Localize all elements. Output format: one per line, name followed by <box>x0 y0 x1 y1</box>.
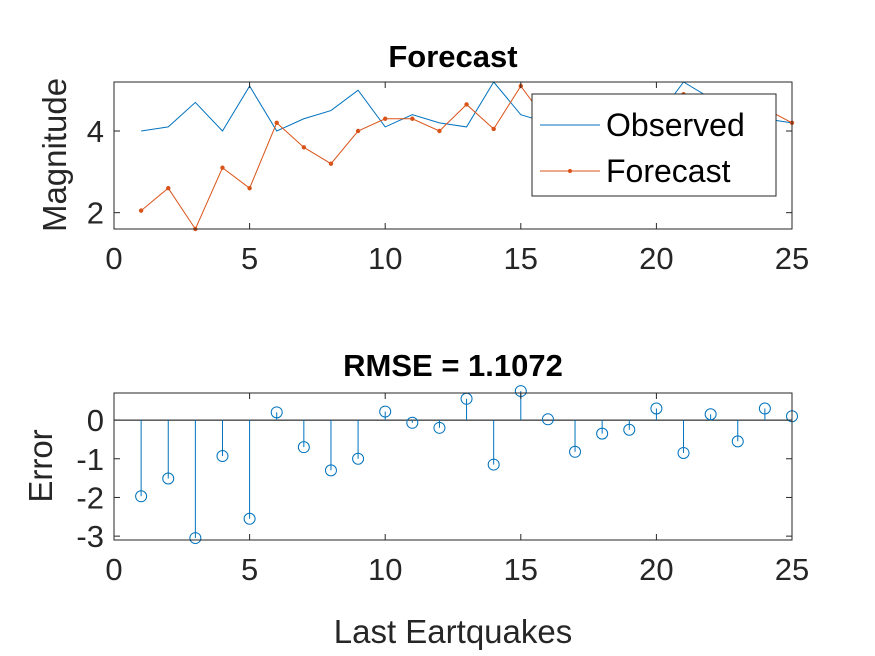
y-tick-label: -3 <box>76 519 104 554</box>
forecast-point <box>383 116 388 121</box>
forecast-point <box>166 185 171 191</box>
magnitude-axis-label: Magnitude <box>36 78 73 232</box>
error-marker <box>650 402 663 415</box>
x-tick-label: 10 <box>368 552 402 587</box>
error-marker <box>162 472 175 485</box>
x-tick-label: 5 <box>241 552 258 587</box>
error-marker <box>379 405 392 418</box>
error-plot-area <box>114 385 798 545</box>
error-marker <box>487 458 500 471</box>
y-tick-label: 2 <box>87 196 104 231</box>
rmse-title: RMSE = 1.1072 <box>343 348 563 383</box>
error-marker <box>541 413 554 426</box>
forecast-axes-box <box>113 81 793 230</box>
forecast-point <box>220 165 225 170</box>
forecast-point <box>328 161 334 166</box>
error-subplot: RMSE = 1.1072 Error Last Eartquakes 0 5 10… <box>22 348 809 650</box>
forecast-point <box>464 102 469 107</box>
error-marker <box>406 416 419 429</box>
legend-box <box>531 93 777 197</box>
error-marker <box>243 512 256 525</box>
error-marker <box>677 446 690 459</box>
error-marker <box>216 450 229 463</box>
y-tick-label: 4 <box>87 114 104 149</box>
error-marker <box>270 406 283 419</box>
x-tick-label: 20 <box>639 552 673 587</box>
error-axis-label: Error <box>22 429 59 502</box>
legend-observed-label: Observed <box>606 107 745 143</box>
y-tick-label: -1 <box>76 442 104 477</box>
error-marker <box>324 464 337 477</box>
last-earthquakes-axis-label: Last Eartquakes <box>334 613 572 650</box>
legend: Observed Forecast <box>531 93 777 197</box>
forecast-point <box>247 185 252 191</box>
forecast-title: Forecast <box>388 39 517 74</box>
error-marker <box>596 427 609 440</box>
error-marker <box>189 532 202 545</box>
error-marker <box>569 445 582 458</box>
legend-forecast-marker <box>568 169 572 173</box>
error-marker <box>352 452 365 465</box>
forecast-point <box>491 126 496 132</box>
x-tick-label: 25 <box>775 552 809 587</box>
error-marker <box>731 435 744 448</box>
x-tick-label: 20 <box>639 241 673 276</box>
x-tick-label: 25 <box>775 241 809 276</box>
forecast-point <box>301 145 307 150</box>
x-tick-label: 15 <box>504 552 538 587</box>
legend-forecast-label: Forecast <box>606 153 731 189</box>
forecast-point <box>410 116 415 121</box>
x-tick-label: 0 <box>105 241 122 276</box>
error-y-ticks: 0 -1-2 -3 <box>76 403 792 554</box>
forecast-point <box>138 208 144 213</box>
y-tick-label: 0 <box>87 403 104 438</box>
x-tick-label: 0 <box>105 552 122 587</box>
forecast-point <box>274 120 279 126</box>
error-marker <box>297 441 310 454</box>
forecast-y-ticks: 24 <box>87 114 792 231</box>
error-marker <box>433 421 446 434</box>
forecast-subplot: Forecast Magnitude 0 5 10 15 20 25 24 Observe… <box>36 39 809 276</box>
x-tick-label: 10 <box>368 241 402 276</box>
error-axes-box <box>113 392 793 541</box>
error-marker <box>704 408 717 421</box>
forecast-point <box>437 128 442 134</box>
x-tick-label: 15 <box>504 241 538 276</box>
y-tick-label: -2 <box>76 480 104 515</box>
forecast-point <box>355 128 361 134</box>
error-marker <box>135 490 148 503</box>
error-marker <box>623 423 636 436</box>
error-marker <box>758 402 771 415</box>
x-tick-label: 5 <box>241 241 258 276</box>
forecast-x-ticks: 0 5 10 15 20 25 <box>105 82 809 276</box>
error-x-ticks: 0 5 10 15 20 25 <box>105 393 809 587</box>
